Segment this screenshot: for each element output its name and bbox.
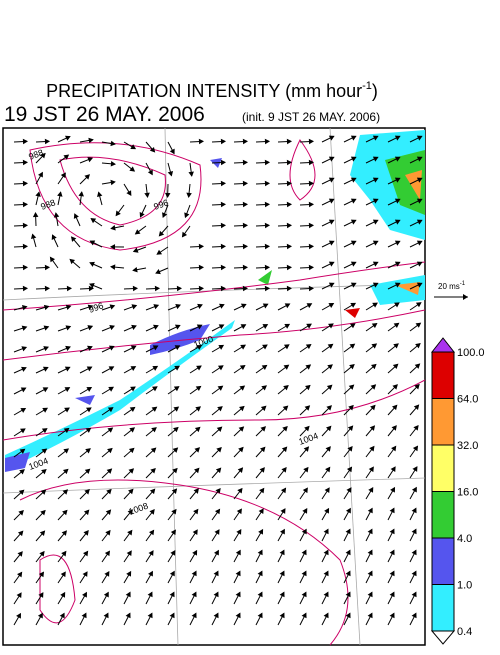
colorbar-segment	[432, 492, 454, 539]
vector-legend: 20 ms-1	[434, 281, 468, 300]
colorbar-label: 1.0	[457, 580, 472, 592]
valid-time: 19 JST 26 MAY. 2006	[4, 103, 205, 126]
colorbar-label: 64.0	[457, 394, 478, 406]
colorbar-segment	[432, 538, 454, 585]
vector-legend-label: 20 ms-1	[438, 281, 466, 291]
colorbar: 100.0 64.0 32.0 16.0 4.0 1.0 0.4	[432, 338, 485, 644]
colorbar-segment	[432, 399, 454, 446]
colorbar-segment	[432, 352, 454, 399]
colorbar-label: 100.0	[457, 347, 485, 359]
title: PRECIPITATION INTENSITY (mm hour-1)	[46, 80, 378, 101]
colorbar-bottom	[432, 631, 454, 644]
colorbar-label: 4.0	[457, 533, 472, 545]
map-frame	[3, 128, 425, 645]
colorbar-segment	[432, 585, 454, 632]
colorbar-label: 0.4	[457, 626, 472, 638]
colorbar-segment	[432, 445, 454, 492]
colorbar-label: 16.0	[457, 487, 478, 499]
colorbar-label: 32.0	[457, 440, 478, 452]
init-time: (init. 9 JST 26 MAY. 2006)	[242, 110, 380, 124]
colorbar-top	[432, 338, 454, 352]
